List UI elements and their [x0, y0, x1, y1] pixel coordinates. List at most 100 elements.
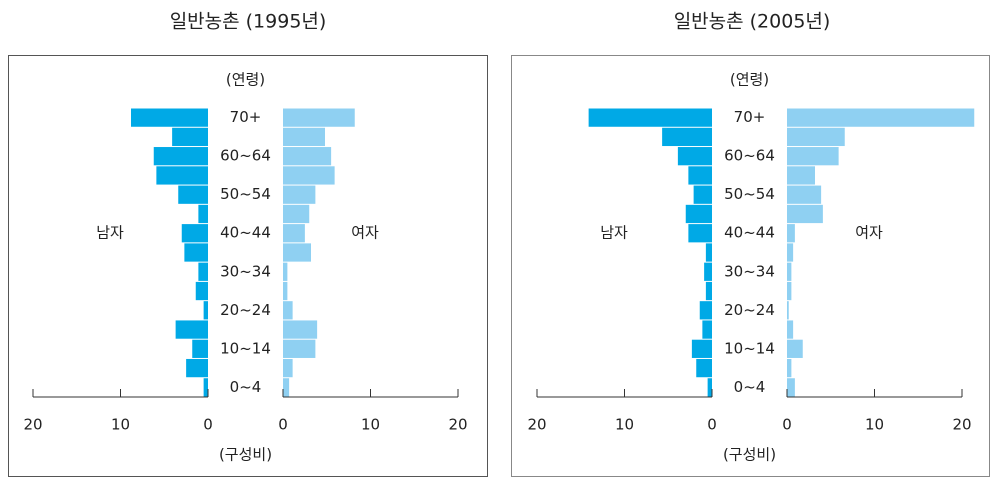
category-label: 20~24	[220, 301, 271, 319]
bar	[203, 378, 208, 397]
category-label: 20~24	[724, 301, 775, 319]
category-label: 10~14	[724, 339, 775, 357]
x-tick-label: 10	[361, 416, 380, 434]
category-label: 40~44	[220, 224, 271, 242]
bar	[787, 320, 794, 339]
bar	[172, 127, 208, 147]
bar	[705, 281, 712, 301]
bar	[704, 262, 712, 281]
bar	[787, 358, 792, 378]
bar	[787, 281, 792, 301]
category-label: 10~14	[220, 339, 271, 357]
bar	[131, 108, 208, 127]
x-tick-label: 0	[203, 416, 213, 434]
bar	[198, 262, 208, 281]
x-axis-label: (구성비)	[219, 446, 272, 464]
legend-label: 여자	[855, 224, 883, 242]
bar	[283, 378, 290, 397]
x-tick-label: 0	[782, 416, 792, 434]
chart-title: 일반농촌 (2005년)	[674, 11, 831, 33]
x-tick-label: 20	[23, 416, 42, 434]
x-tick-label: 20	[527, 416, 546, 434]
x-tick-label: 0	[707, 416, 717, 434]
bar	[283, 262, 288, 281]
bar	[195, 281, 208, 301]
x-tick-label: 20	[448, 416, 467, 434]
bar	[283, 127, 325, 147]
category-label: 50~54	[724, 185, 775, 203]
bar	[175, 320, 208, 339]
x-tick-label: 10	[865, 416, 884, 434]
bar	[705, 243, 712, 262]
category-label: 50~54	[220, 185, 271, 203]
bar	[787, 301, 789, 320]
x-tick-label: 10	[615, 416, 634, 434]
bar	[153, 147, 208, 166]
bar	[283, 224, 305, 243]
bar	[662, 127, 712, 147]
bar	[283, 166, 335, 185]
bar	[787, 378, 795, 397]
bar	[198, 204, 208, 224]
bar	[283, 204, 310, 224]
bar	[192, 339, 208, 358]
category-label: 30~34	[724, 262, 775, 280]
legend-label: 여자	[351, 224, 379, 242]
category-label: 40~44	[724, 224, 775, 242]
bar	[588, 108, 712, 127]
y-axis-label: (연령)	[730, 71, 769, 89]
category-label: 30~34	[220, 262, 271, 280]
panel-frame	[8, 55, 488, 477]
bar	[283, 185, 316, 204]
category-label: 0~4	[230, 378, 262, 396]
legend-label: 남자	[96, 224, 124, 242]
x-tick-label: 20	[952, 416, 971, 434]
bar	[178, 185, 208, 204]
bar	[787, 166, 815, 185]
bar	[787, 339, 803, 358]
bar	[702, 320, 712, 339]
bar	[186, 358, 208, 378]
chart-title: 일반농촌 (1995년)	[170, 11, 327, 33]
bar	[677, 147, 712, 166]
bar	[685, 204, 712, 224]
x-tick-label: 0	[278, 416, 288, 434]
bar	[787, 127, 845, 147]
category-label: 70+	[230, 108, 262, 126]
category-label: 0~4	[734, 378, 766, 396]
panel-frame	[511, 55, 990, 477]
bar	[691, 339, 712, 358]
bar	[787, 185, 822, 204]
bar	[688, 166, 712, 185]
bar	[787, 224, 795, 243]
bar	[283, 339, 316, 358]
category-label: 60~64	[724, 147, 775, 165]
bar	[283, 281, 288, 301]
bar	[283, 358, 293, 378]
bar	[787, 147, 839, 166]
bar	[693, 185, 712, 204]
bar	[699, 301, 712, 320]
bar	[283, 147, 332, 166]
x-tick-label: 10	[111, 416, 130, 434]
y-axis-label: (연령)	[226, 71, 265, 89]
bar	[787, 262, 792, 281]
bar	[787, 243, 794, 262]
category-label: 60~64	[220, 147, 271, 165]
bar	[688, 224, 712, 243]
bar	[283, 301, 293, 320]
bar	[787, 204, 823, 224]
bar	[707, 378, 712, 397]
bar	[156, 166, 208, 185]
bar	[283, 243, 311, 262]
bar	[181, 224, 208, 243]
bar	[184, 243, 208, 262]
bar	[283, 320, 318, 339]
x-axis-label: (구성비)	[723, 446, 776, 464]
bar	[283, 108, 355, 127]
bar	[203, 301, 208, 320]
bar	[696, 358, 712, 378]
legend-label: 남자	[600, 224, 628, 242]
